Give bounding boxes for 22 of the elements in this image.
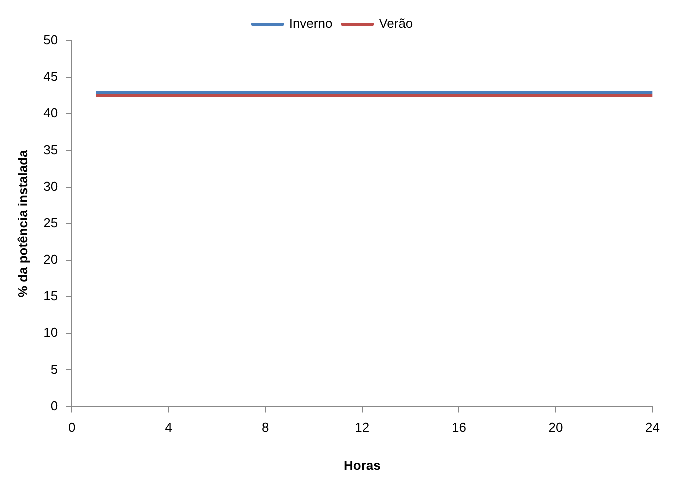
x-tick-label: 20 bbox=[548, 420, 564, 436]
y-tick-label: 0 bbox=[50, 398, 58, 414]
legend-label: Inverno bbox=[289, 16, 333, 32]
y-tick-label: 10 bbox=[44, 325, 58, 340]
x-tick-label: 4 bbox=[165, 420, 172, 436]
y-axis-title: % da potência instalada bbox=[15, 149, 30, 298]
y-tick-label: 30 bbox=[44, 178, 58, 194]
y-tick-label: 15 bbox=[44, 288, 58, 304]
x-tick-label: 24 bbox=[646, 420, 660, 436]
y-tick-label: 45 bbox=[44, 69, 58, 84]
y-tick-label: 35 bbox=[44, 142, 58, 158]
legend-label: Verão bbox=[379, 16, 414, 32]
x-tick-label: 0 bbox=[68, 420, 76, 436]
x-tick-label: 8 bbox=[262, 420, 270, 436]
y-tick-label: 25 bbox=[44, 215, 58, 230]
y-tick-label: 50 bbox=[44, 32, 58, 48]
y-tick-label: 40 bbox=[44, 106, 58, 121]
y-tick-label: 20 bbox=[44, 252, 58, 268]
y-tick-label: 5 bbox=[50, 362, 58, 377]
x-axis-title: Horas bbox=[344, 458, 381, 473]
x-tick-label: 12 bbox=[355, 420, 370, 436]
x-tick-label: 16 bbox=[452, 420, 466, 436]
